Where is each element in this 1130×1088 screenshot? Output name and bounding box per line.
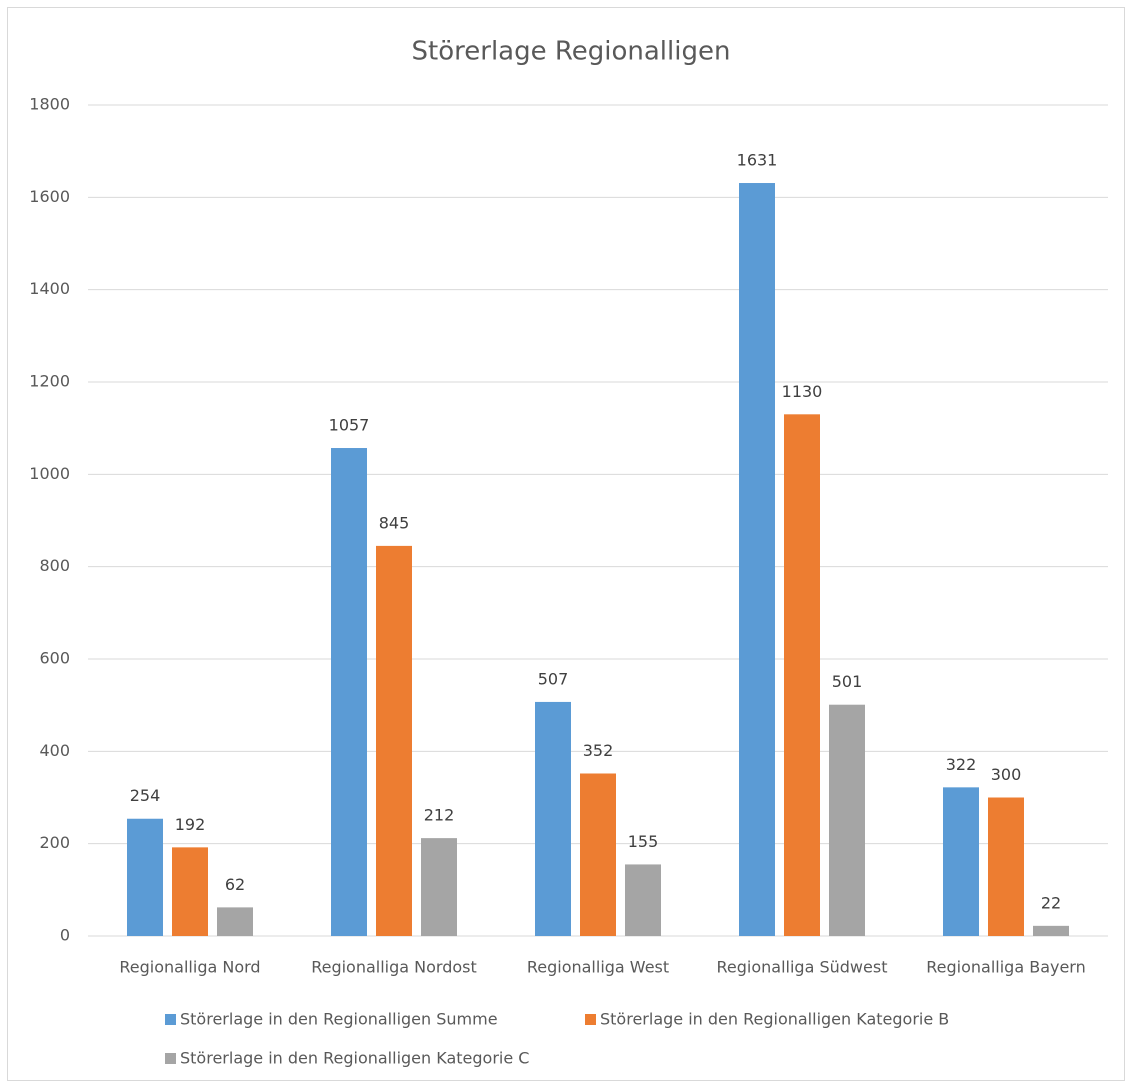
data-label: 22 xyxy=(1041,893,1061,912)
y-tick-label: 1000 xyxy=(29,464,70,483)
data-label: 507 xyxy=(538,669,569,688)
y-tick-label: 0 xyxy=(60,926,70,945)
legend-swatch xyxy=(585,1014,596,1025)
bar xyxy=(376,545,412,936)
bar xyxy=(739,183,775,936)
bar xyxy=(421,838,457,936)
data-label: 322 xyxy=(946,755,977,774)
y-tick-label: 400 xyxy=(39,741,70,760)
y-tick-label: 800 xyxy=(39,556,70,575)
data-label: 1130 xyxy=(782,382,823,401)
legend-swatch xyxy=(165,1053,176,1064)
bar xyxy=(943,787,979,936)
bar xyxy=(1033,925,1069,936)
data-label: 155 xyxy=(628,832,659,851)
data-label: 1057 xyxy=(329,416,370,435)
data-label: 254 xyxy=(130,786,161,805)
bar xyxy=(580,773,616,936)
y-tick-label: 200 xyxy=(39,833,70,852)
legend-label: Störerlage in den Regionalligen Kategori… xyxy=(180,1049,529,1068)
x-tick-label: Regionalliga Bayern xyxy=(926,958,1086,977)
legend-label: Störerlage in den Regionalligen Summe xyxy=(180,1010,498,1029)
bar xyxy=(988,797,1024,936)
bar xyxy=(172,847,208,936)
y-tick-label: 600 xyxy=(39,649,70,668)
legend-label: Störerlage in den Regionalligen Kategori… xyxy=(600,1010,949,1029)
bar xyxy=(535,701,571,936)
bar xyxy=(127,818,163,936)
data-label: 192 xyxy=(175,815,206,834)
data-label: 1631 xyxy=(737,151,778,170)
legend-swatch xyxy=(165,1014,176,1025)
x-tick-label: Regionalliga Südwest xyxy=(717,958,888,977)
y-tick-label: 1200 xyxy=(29,372,70,391)
x-tick-label: Regionalliga Nord xyxy=(119,958,260,977)
data-label: 212 xyxy=(424,806,455,825)
bar xyxy=(829,704,865,936)
bar xyxy=(784,414,820,937)
bar xyxy=(331,448,367,936)
bar xyxy=(625,864,661,936)
x-tick-label: Regionalliga Nordost xyxy=(311,958,477,977)
chart-title: Störerlage Regionalligen xyxy=(412,37,731,67)
bar xyxy=(217,907,253,936)
y-tick-label: 1600 xyxy=(29,187,70,206)
data-label: 62 xyxy=(225,875,245,894)
data-label: 300 xyxy=(991,765,1022,784)
y-tick-label: 1400 xyxy=(29,279,70,298)
data-label: 845 xyxy=(379,513,410,532)
data-label: 352 xyxy=(583,741,614,760)
data-label: 501 xyxy=(832,672,863,691)
y-tick-label: 1800 xyxy=(29,95,70,114)
x-tick-label: Regionalliga West xyxy=(527,958,669,977)
